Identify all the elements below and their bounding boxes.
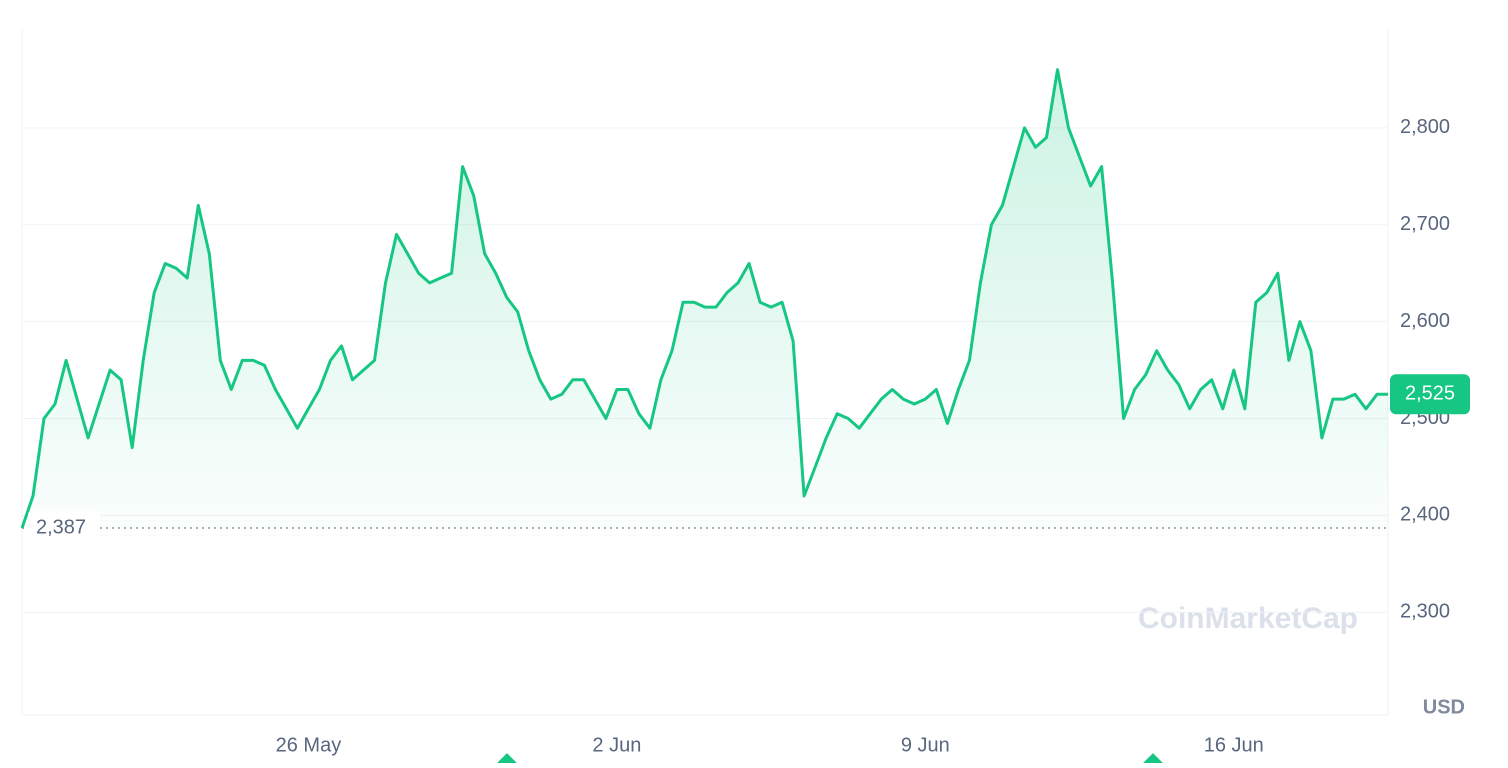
reference-label-bg	[28, 511, 100, 542]
x-tick-label: 9 Jun	[901, 734, 950, 756]
reference-label: 2,387	[36, 516, 86, 538]
last-price-label: 2,525	[1405, 383, 1455, 405]
currency-label: USD	[1423, 696, 1465, 718]
y-tick-label: 2,800	[1400, 116, 1450, 138]
last-price-badge	[1390, 374, 1470, 415]
event-marker	[497, 753, 517, 768]
price-area	[22, 69, 1388, 529]
price-line	[20, 68, 1388, 529]
x-tick-label: 26 May	[276, 734, 342, 756]
event-marker	[1143, 753, 1163, 768]
x-tick-label: 2 Jun	[592, 734, 641, 756]
y-tick-label: 2,300	[1400, 601, 1450, 623]
x-tick-label: 16 Jun	[1204, 734, 1264, 756]
watermark: CoinMarketCap	[1138, 602, 1358, 635]
y-tick-label: 2,700	[1400, 213, 1450, 235]
y-tick-label: 2,600	[1400, 310, 1450, 332]
y-tick-label: 2,400	[1400, 504, 1450, 526]
